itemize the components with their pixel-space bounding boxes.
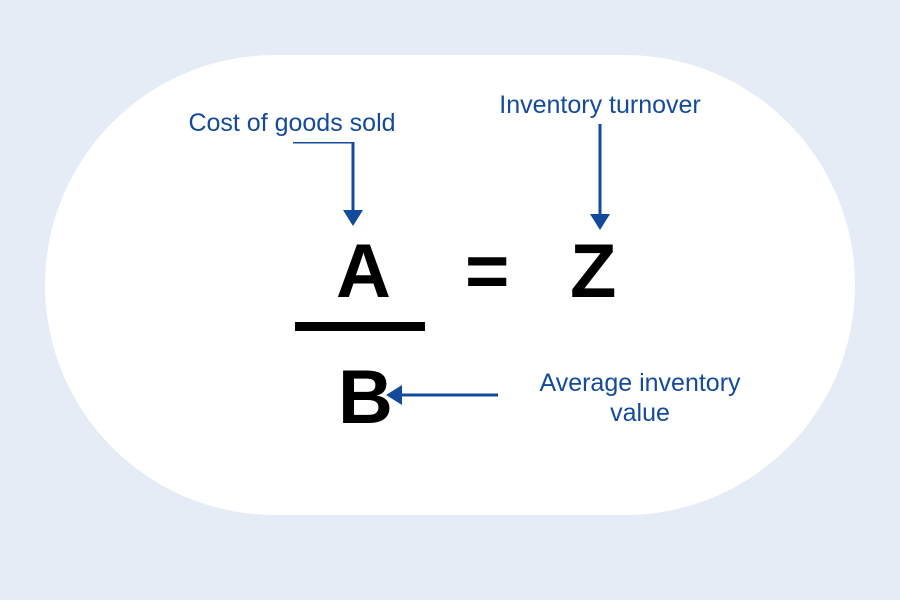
arrow-turnover bbox=[580, 124, 620, 236]
label-avg-line1: Average inventory bbox=[539, 369, 740, 397]
formula-result: Z bbox=[570, 228, 616, 315]
label-average-inventory-value: Average inventory value bbox=[505, 368, 775, 428]
formula-equals: = bbox=[465, 228, 509, 315]
diagram-canvas: A B = Z Cost of goods sold Inventory tur… bbox=[0, 0, 900, 600]
label-avg-line2: value bbox=[610, 399, 670, 427]
arrow-avg bbox=[380, 380, 510, 410]
label-inventory-turnover: Inventory turnover bbox=[460, 90, 740, 120]
formula-numerator: A bbox=[336, 228, 391, 315]
fraction-bar bbox=[295, 322, 425, 331]
arrow-cogs bbox=[293, 142, 413, 232]
label-cost-of-goods-sold: Cost of goods sold bbox=[162, 108, 422, 138]
